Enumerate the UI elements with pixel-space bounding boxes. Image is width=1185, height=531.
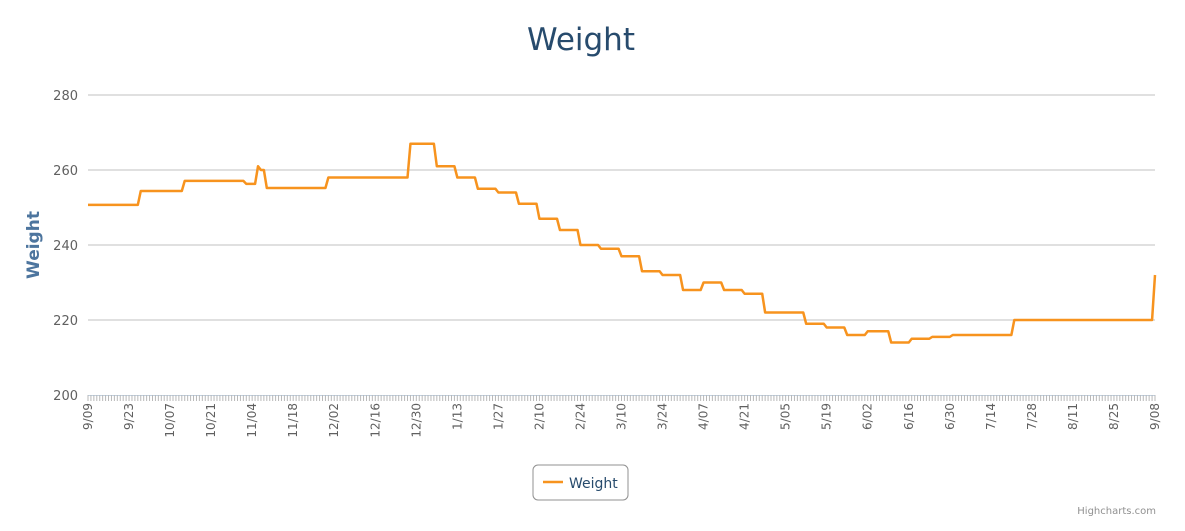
y-axis-labels: 200 220 240 260 280 xyxy=(53,89,78,404)
x-tick-label: 4/07 xyxy=(697,403,711,430)
x-tick-label: 10/07 xyxy=(163,403,177,438)
x-tick-label: 11/18 xyxy=(286,403,300,438)
x-tick-label: 6/30 xyxy=(943,403,957,430)
legend-box xyxy=(532,464,629,501)
x-tick-label: 5/19 xyxy=(820,403,834,430)
grid-lines xyxy=(88,94,1155,321)
x-tick-label: 9/09 xyxy=(81,403,95,430)
x-tick-label: 6/02 xyxy=(861,403,875,430)
credits-link[interactable]: Highcharts.com xyxy=(1077,506,1156,517)
series-line-weight[interactable] xyxy=(88,142,1157,344)
y-tick-label: 240 xyxy=(53,239,78,254)
x-tick-label: 1/27 xyxy=(491,403,505,430)
x-tick-label: 3/10 xyxy=(615,403,629,430)
x-tick-label: 12/16 xyxy=(368,403,382,438)
x-tick-label: 7/28 xyxy=(1025,403,1039,430)
x-tick-label: 9/23 xyxy=(122,403,136,430)
y-tick-label: 220 xyxy=(53,314,78,329)
legend-item-weight[interactable]: Weight xyxy=(569,476,618,492)
x-tick-label: 9/08 xyxy=(1148,403,1162,430)
x-tick-label: 11/04 xyxy=(245,403,259,438)
x-tick-label: 12/02 xyxy=(327,403,341,438)
legend[interactable]: Weight xyxy=(532,464,629,501)
x-tick-label: 12/30 xyxy=(409,403,423,438)
x-tick-label: 6/16 xyxy=(902,403,916,430)
y-tick-label: 280 xyxy=(53,89,78,104)
x-tick-label: 2/24 xyxy=(573,403,587,430)
chart-title: Weight xyxy=(527,22,635,58)
x-tick-label: 5/05 xyxy=(779,403,793,430)
x-tick-label: 1/13 xyxy=(450,403,464,430)
x-axis: 9/09 9/23 10/07 10/21 11/04 11/18 12/02 12/16 12… xyxy=(81,395,1162,438)
y-axis-title: Weight xyxy=(24,211,44,279)
x-tick-label: 8/11 xyxy=(1066,403,1080,430)
x-tick-label: 8/25 xyxy=(1107,403,1121,430)
x-tick-label: 7/14 xyxy=(984,403,998,430)
x-tick-label: 2/10 xyxy=(532,403,546,430)
x-tick-label: 4/21 xyxy=(738,403,752,430)
y-tick-label: 260 xyxy=(53,164,78,179)
y-tick-label: 200 xyxy=(53,389,78,404)
x-tick-label: 10/21 xyxy=(204,403,218,438)
x-tick-label: 3/24 xyxy=(656,403,670,430)
